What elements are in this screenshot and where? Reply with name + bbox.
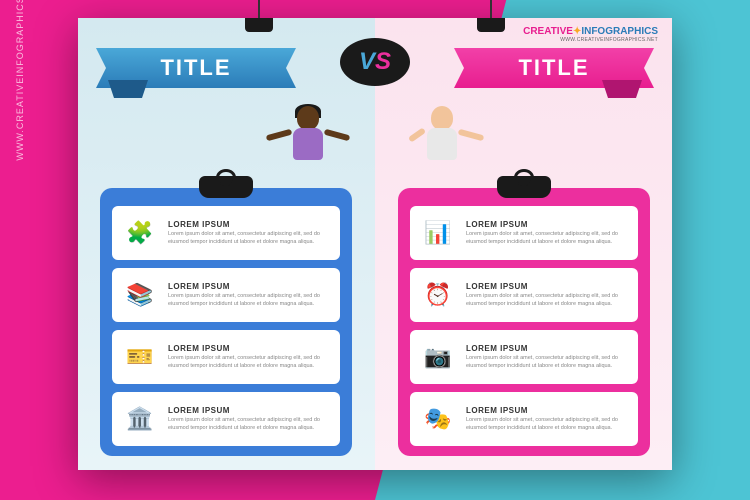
- item-icon: ⏰: [420, 277, 456, 313]
- list-item: 📚 LOREM IPSUM Lorem ipsum dolor sit amet, …: [112, 268, 340, 322]
- list-item: 🎭 LOREM IPSUM Lorem ipsum dolor sit amet, …: [410, 392, 638, 446]
- person-right-illustration: [412, 106, 472, 186]
- brand-word-1: CREATIVE: [523, 26, 573, 37]
- item-body: Lorem ipsum dolor sit amet, consectetur …: [168, 231, 330, 245]
- list-item: 📊 LOREM IPSUM Lorem ipsum dolor sit amet, …: [410, 206, 638, 260]
- list-item: 📷 LOREM IPSUM Lorem ipsum dolor sit amet, …: [410, 330, 638, 384]
- right-clipboard: 📊 LOREM IPSUM Lorem ipsum dolor sit amet, …: [398, 188, 650, 456]
- item-icon: 📚: [122, 277, 158, 313]
- clipboard-clip-icon: [497, 176, 551, 198]
- vs-v: V: [359, 48, 375, 75]
- item-body: Lorem ipsum dolor sit amet, consectetur …: [466, 355, 628, 369]
- item-body: Lorem ipsum dolor sit amet, consectetur …: [466, 231, 628, 245]
- item-body: Lorem ipsum dolor sit amet, consectetur …: [168, 355, 330, 369]
- item-title: LOREM IPSUM: [168, 406, 330, 415]
- list-item: ⏰ LOREM IPSUM Lorem ipsum dolor sit amet, …: [410, 268, 638, 322]
- item-icon: 🎭: [420, 401, 456, 437]
- item-title: LOREM IPSUM: [168, 282, 330, 291]
- brand-url: WWW.CREATIVEINFOGRAPHICS.NET: [523, 37, 658, 43]
- binder-clip-icon: [245, 18, 273, 32]
- clipboard-clip-icon: [199, 176, 253, 198]
- list-item: 🎫 LOREM IPSUM Lorem ipsum dolor sit amet, …: [112, 330, 340, 384]
- list-item: 🧩 LOREM IPSUM Lorem ipsum dolor sit amet, …: [112, 206, 340, 260]
- item-title: LOREM IPSUM: [466, 406, 628, 415]
- item-title: LOREM IPSUM: [466, 344, 628, 353]
- left-ribbon: TITLE: [96, 48, 321, 98]
- item-title: LOREM IPSUM: [466, 282, 628, 291]
- item-title: LOREM IPSUM: [466, 220, 628, 229]
- vs-badge: VS: [340, 38, 410, 86]
- item-icon: 📷: [420, 339, 456, 375]
- watermark-text: WWW.CREATIVEINFOGRAPHICS.NET: [15, 0, 25, 161]
- item-body: Lorem ipsum dolor sit amet, consectetur …: [466, 417, 628, 431]
- left-clipboard: 🧩 LOREM IPSUM Lorem ipsum dolor sit amet, …: [100, 188, 352, 456]
- brand-word-2: INFOGRAPHICS: [581, 26, 658, 37]
- item-title: LOREM IPSUM: [168, 344, 330, 353]
- poster-card: CREATIVE✦INFOGRAPHICS WWW.CREATIVEINFOGR…: [78, 18, 672, 470]
- item-icon: 🧩: [122, 215, 158, 251]
- item-body: Lorem ipsum dolor sit amet, consectetur …: [168, 293, 330, 307]
- item-icon: 🎫: [122, 339, 158, 375]
- item-body: Lorem ipsum dolor sit amet, consectetur …: [466, 293, 628, 307]
- item-icon: 📊: [420, 215, 456, 251]
- person-left-illustration: [278, 106, 338, 186]
- vs-s: S: [375, 48, 391, 75]
- item-title: LOREM IPSUM: [168, 220, 330, 229]
- binder-clip-icon: [477, 18, 505, 32]
- item-body: Lorem ipsum dolor sit amet, consectetur …: [168, 417, 330, 431]
- right-ribbon: TITLE: [429, 48, 654, 98]
- item-icon: 🏛️: [122, 401, 158, 437]
- list-item: 🏛️ LOREM IPSUM Lorem ipsum dolor sit amet,…: [112, 392, 340, 446]
- brand-logo: CREATIVE✦INFOGRAPHICS WWW.CREATIVEINFOGR…: [523, 26, 658, 43]
